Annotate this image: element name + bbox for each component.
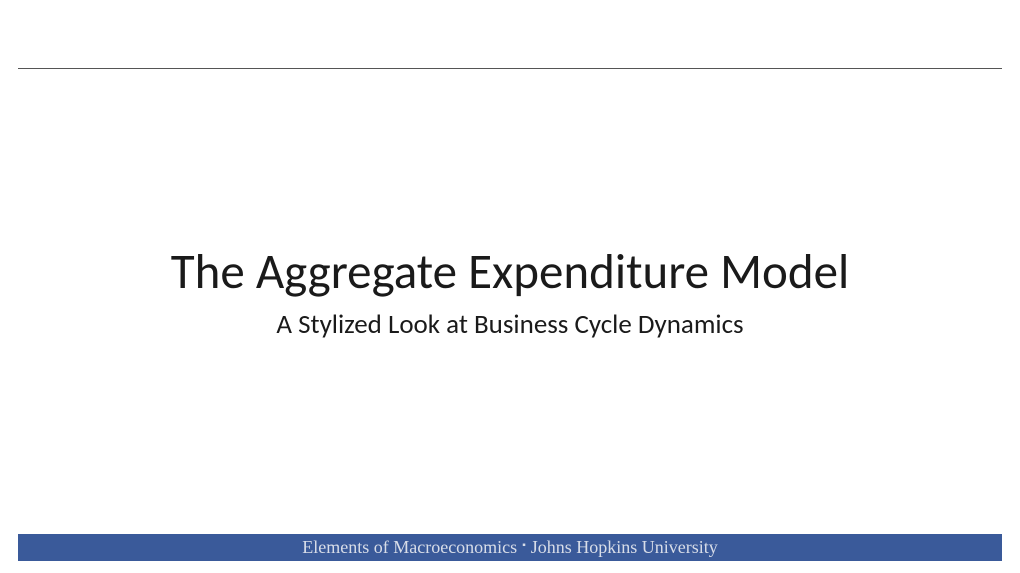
top-horizontal-rule: [18, 68, 1002, 69]
footer-separator-icon: ▪: [522, 540, 526, 551]
footer-institution: Johns Hopkins University: [531, 537, 718, 558]
slide-content: The Aggregate Expenditure Model A Styliz…: [0, 244, 1020, 341]
footer-course: Elements of Macroeconomics: [302, 537, 517, 558]
slide-subtitle: A Stylized Look at Business Cycle Dynami…: [0, 308, 1020, 341]
footer-bar: Elements of Macroeconomics ▪ Johns Hopki…: [18, 534, 1002, 561]
slide-title: The Aggregate Expenditure Model: [0, 244, 1020, 300]
